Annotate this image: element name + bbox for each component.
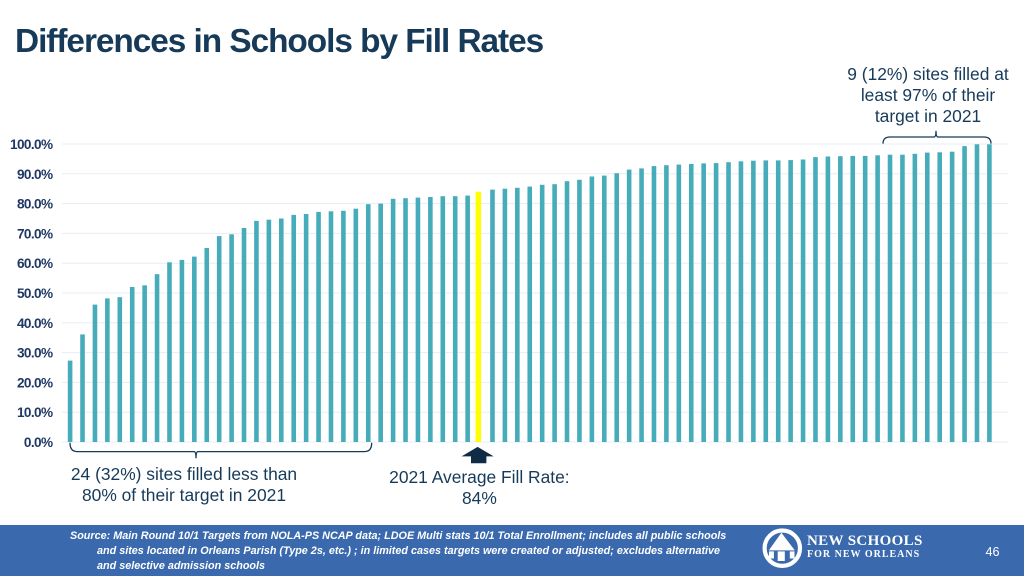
svg-text:100.0%: 100.0% [10,137,53,152]
svg-text:90.0%: 90.0% [17,167,53,182]
svg-text:30.0%: 30.0% [17,346,53,361]
svg-text:50.0%: 50.0% [17,286,53,301]
svg-text:60.0%: 60.0% [17,256,53,271]
svg-text:0.0%: 0.0% [24,435,53,450]
svg-text:70.0%: 70.0% [17,226,53,241]
svg-text:40.0%: 40.0% [17,316,53,331]
svg-text:80.0%: 80.0% [17,197,53,212]
svg-text:10.0%: 10.0% [17,405,53,420]
svg-text:20.0%: 20.0% [17,375,53,390]
